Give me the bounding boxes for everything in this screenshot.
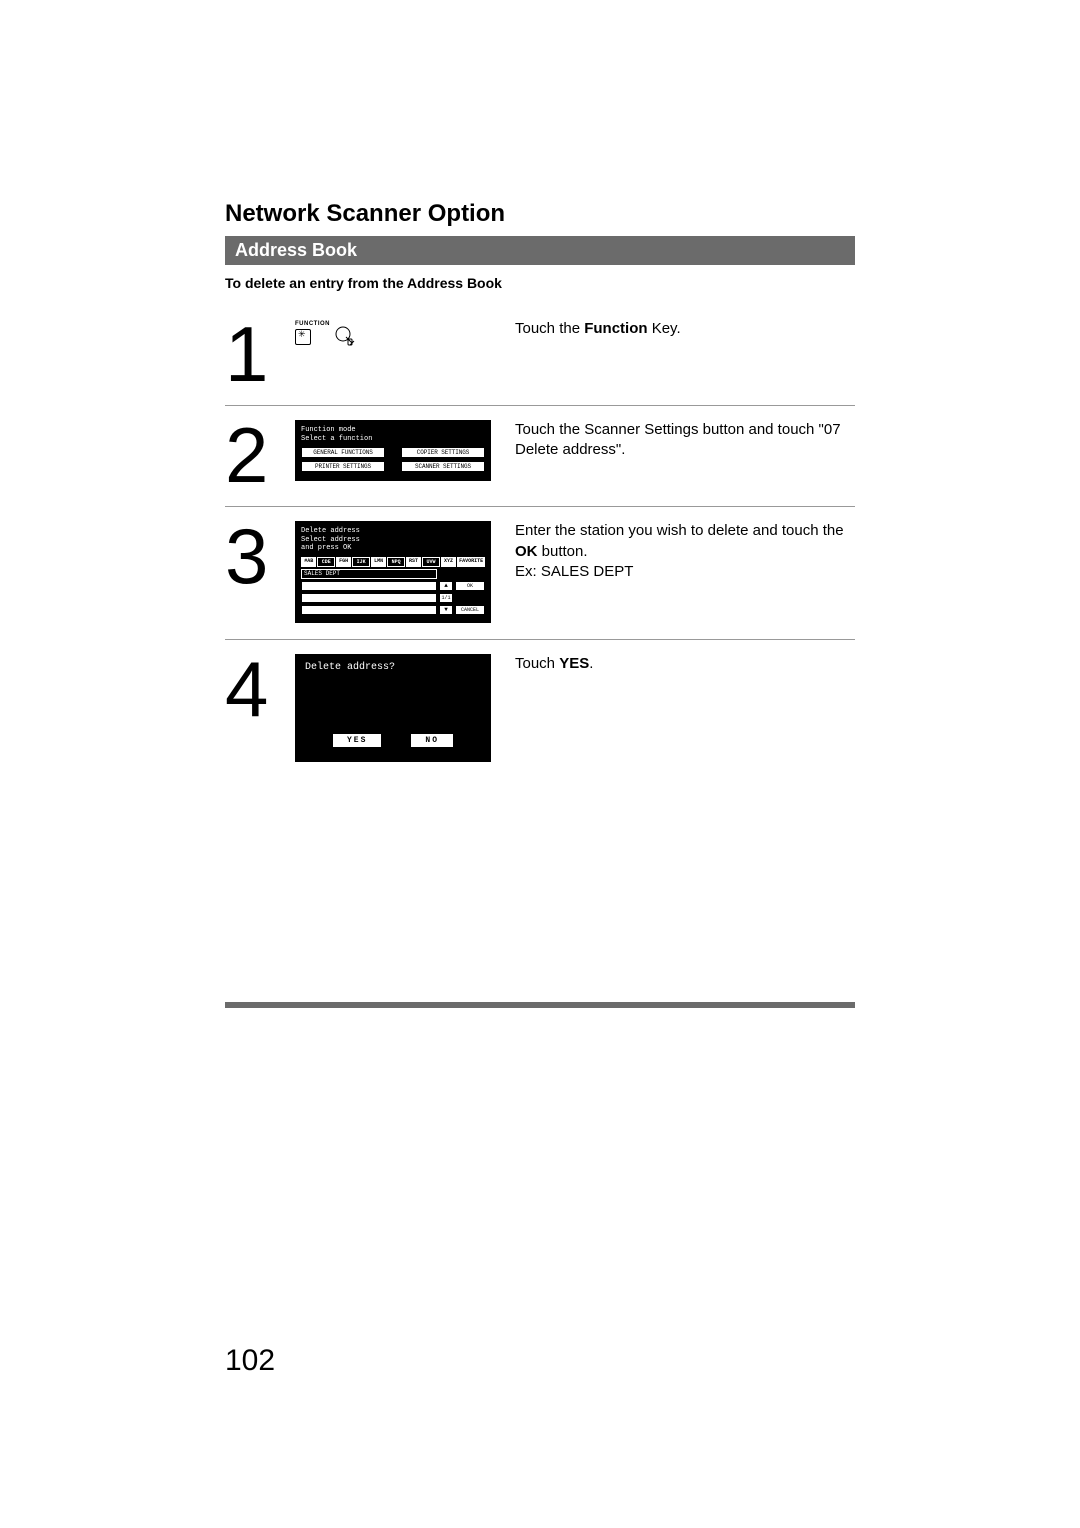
text: Enter the station you wish to delete and… [515,522,844,539]
text: . [589,655,593,672]
manual-page: Network Scanner Option Address Book To d… [0,0,1080,1528]
scroll-up-icon[interactable]: ▲ [439,581,453,591]
lcd-panel: Function mode Select a function GENERAL … [295,420,491,481]
printer-settings-button[interactable]: PRINTER SETTINGS [301,461,385,472]
step-1-graphic: FUNCTION [295,311,505,406]
tab[interactable]: CDE [317,557,334,567]
lcd-text: and press OK [301,544,351,552]
address-entry[interactable] [301,605,437,615]
scanner-settings-button[interactable]: SCANNER SETTINGS [401,461,485,472]
cancel-button[interactable]: CANCEL [455,605,485,615]
text: Touch [515,655,559,672]
no-button[interactable]: NO [410,733,454,748]
tab[interactable]: FGH [336,557,351,567]
tab-favorite[interactable]: FAVORITE [457,557,485,567]
text-bold: OK [515,543,538,560]
step-2-desc: Touch the Scanner Settings button and to… [505,406,855,507]
lcd-panel: Delete address? YES NO [295,654,491,762]
step-4-desc: Touch YES. [505,639,855,778]
yes-button[interactable]: YES [332,733,382,748]
step-number: 1 [225,311,295,406]
step-number: 4 [225,639,295,778]
press-icon [334,325,356,347]
alpha-tabs: #AB CDE FGH IJK LMN NPQ RST UVW XYZ FAVO… [301,557,485,567]
text: Touch the [515,320,584,337]
page-title: Network Scanner Option [225,200,855,228]
tab[interactable]: LMN [371,557,386,567]
step-3-desc: Enter the station you wish to delete and… [505,507,855,639]
lcd-text: Select address [301,536,360,544]
address-entry[interactable] [301,593,437,603]
tab[interactable]: IJK [352,557,369,567]
step-number: 3 [225,507,295,639]
address-entry[interactable] [301,581,437,591]
function-key-icon [295,329,311,345]
text: Ex: SALES DEPT [515,563,633,580]
copier-settings-button[interactable]: COPIER SETTINGS [401,447,485,458]
lcd-panel: Delete address Select address and press … [295,521,491,622]
step-3-row: 3 Delete address Select address and pres… [225,507,855,639]
tab[interactable]: UVW [422,557,439,567]
function-key-label: FUNCTION [295,321,330,327]
text: button. [538,543,588,560]
address-entry-selected[interactable]: SALES DEPT [301,569,437,579]
lcd-text: Function mode [301,426,356,434]
tab[interactable]: NPQ [387,557,404,567]
text-bold: Function [584,320,647,337]
lcd-text: Select a function [301,435,372,443]
tab[interactable]: RST [406,557,421,567]
text-bold: YES [559,655,589,672]
scroll-down-icon[interactable]: ▼ [439,605,453,615]
steps-table: 1 FUNCTION To [225,311,855,778]
ok-button[interactable]: OK [455,581,485,591]
lcd-text: Delete address [301,527,360,535]
step-2-row: 2 Function mode Select a function GENERA… [225,406,855,507]
step-3-graphic: Delete address Select address and press … [295,507,505,639]
step-4-graphic: Delete address? YES NO [295,639,505,778]
footer-rule [225,1002,855,1008]
page-indicator: 1/1 [439,593,453,603]
subheading: To delete an entry from the Address Book [225,275,855,291]
step-4-row: 4 Delete address? YES NO Touch YES. [225,639,855,778]
text: Key. [648,320,681,337]
tab[interactable]: XYZ [441,557,456,567]
step-1-row: 1 FUNCTION To [225,311,855,406]
page-number: 102 [225,1344,275,1378]
tab[interactable]: #AB [301,557,316,567]
step-number: 2 [225,406,295,507]
step-2-graphic: Function mode Select a function GENERAL … [295,406,505,507]
step-1-desc: Touch the Function Key. [505,311,855,406]
section-heading: Address Book [225,236,855,265]
confirm-question: Delete address? [297,656,489,679]
general-functions-button[interactable]: GENERAL FUNCTIONS [301,447,385,458]
